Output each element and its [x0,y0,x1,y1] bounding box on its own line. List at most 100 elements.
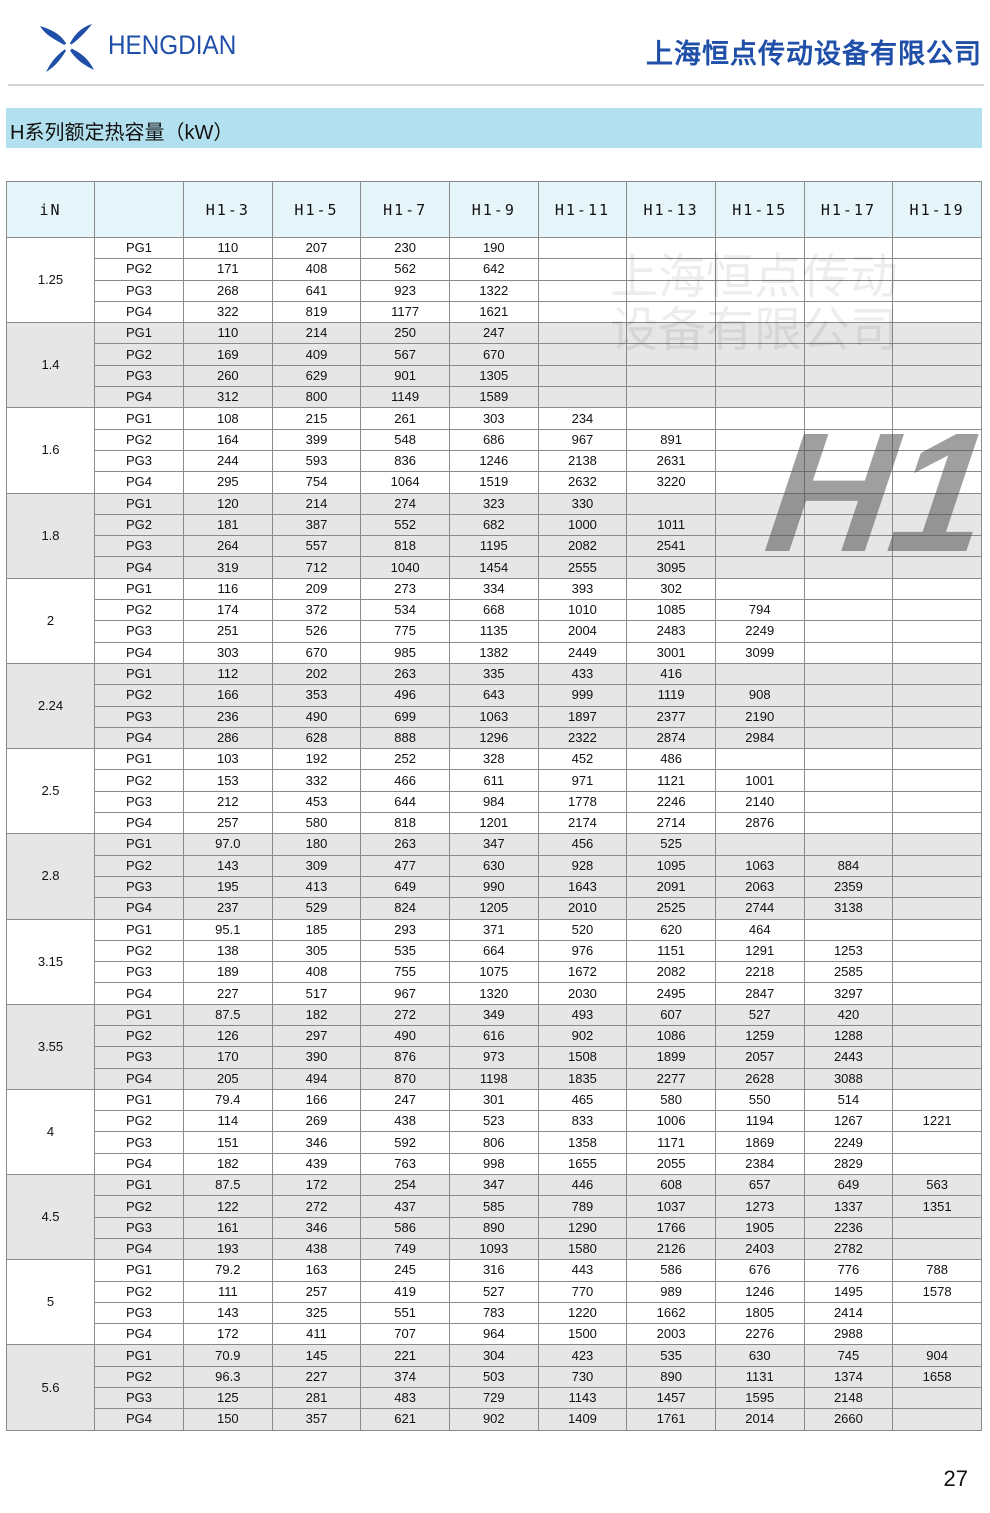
table-row: PG3 151 346 592 806 1358 1171 1869 2249 [7,1131,982,1154]
value-cell: 166 [271,1088,362,1112]
section-title-bar: H系列额定热容量（kW） [6,108,982,148]
value-cell: 125 [183,1387,273,1410]
value-cell: 580 [271,812,362,835]
table-row: 2.8 PG1 97.0 180 263 347 456 525 [6,833,982,920]
value-cell: 2874 [626,726,716,750]
value-cell [892,258,982,281]
value-cell: 608 [626,1174,716,1197]
value-cell: 1006 [626,1110,716,1133]
column-header: H1-13 [626,181,716,238]
value-cell [892,1323,982,1346]
value-cell: 2414 [803,1301,894,1325]
value-cell: 494 [271,1067,362,1090]
value-cell: 630 [714,1344,805,1367]
value-cell: 390 [271,1046,362,1069]
value-cell: 192 [271,748,362,771]
value-cell [892,1024,982,1048]
value-cell: 108 [183,407,273,430]
value-cell: 1177 [360,300,450,324]
value-cell: 1095 [626,854,716,877]
value-cell [803,684,894,707]
value-cell [803,279,894,302]
value-cell: 2003 [626,1323,716,1346]
value-cell: 413 [271,875,362,899]
value-cell: 493 [537,1003,628,1026]
value-cell: 621 [360,1408,450,1431]
pg-label-cell: PG4 [94,1237,184,1261]
pg-label-cell: PG1 [94,918,184,941]
column-header: H1-15 [714,181,805,238]
value-cell: 884 [803,854,894,877]
value-cell: 408 [271,258,362,281]
value-cell: 263 [360,662,450,686]
table-row: PG2 126 297 490 616 902 1086 1259 1288 [7,1024,982,1048]
value-cell: 806 [448,1131,539,1154]
value-cell: 1580 [537,1237,628,1261]
value-cell: 446 [537,1174,628,1197]
value-cell [714,535,805,558]
table-row: PG4 205 494 870 1198 1835 2277 2628 3088 [7,1067,982,1090]
value-cell: 1454 [448,556,539,579]
value-cell: 2714 [626,812,716,835]
value-cell: 890 [448,1216,539,1239]
value-cell [714,343,805,366]
value-cell: 303 [183,641,273,664]
value-cell: 2632 [537,471,628,494]
value-cell: 126 [183,1024,273,1048]
table-row: PG2 96.3 227 374 503 730 890 1131 1374 1658 [7,1365,982,1389]
value-cell [892,961,982,984]
value-cell: 967 [360,982,450,1005]
pg-label-cell: PG4 [94,471,184,494]
table-row: PG3 244 593 836 1246 2138 2631 [7,449,982,473]
value-cell: 1075 [448,961,539,984]
pg-label-cell: PG2 [94,1280,184,1303]
section-title: H系列额定热容量（kW） [10,122,234,144]
value-cell: 998 [448,1152,539,1176]
value-cell: 346 [271,1216,362,1239]
value-cell: 682 [448,513,539,537]
pg-label-cell: PG3 [94,1301,184,1325]
value-cell: 670 [271,641,362,664]
value-cell: 207 [271,236,362,260]
table-row: PG4 312 800 1149 1589 [7,386,982,409]
ratio-cell: 2.5 [6,748,95,835]
value-cell: 1761 [626,1408,716,1431]
column-header: H1-7 [360,181,450,238]
value-cell: 2057 [714,1046,805,1069]
pg-label-cell: PG4 [94,812,184,835]
value-cell: 87.5 [183,1003,273,1026]
value-cell: 419 [360,1280,450,1303]
value-cell: 1374 [803,1365,894,1389]
ratio-cell: 1.6 [6,407,95,494]
value-cell: 2443 [803,1046,894,1069]
value-cell: 1135 [448,620,539,643]
value-cell [626,236,716,260]
ratio-cell: 2.8 [6,833,95,920]
value-cell: 393 [537,577,628,601]
ratio-cell: 4.5 [6,1174,95,1261]
value-cell: 1198 [448,1067,539,1090]
value-cell: 789 [537,1195,628,1218]
value-cell: 1010 [537,599,628,622]
value-cell [892,513,982,537]
value-cell: 334 [448,577,539,601]
value-cell: 1273 [714,1195,805,1218]
value-cell [892,471,982,494]
value-cell: 372 [271,599,362,622]
value-cell: 236 [183,705,273,728]
value-cell: 902 [448,1408,539,1431]
table-row: PG4 286 628 888 1296 2322 2874 2984 [7,726,982,750]
value-cell: 2555 [537,556,628,579]
value-cell: 110 [183,322,273,345]
value-cell: 103 [183,748,273,771]
value-cell [892,535,982,558]
value-cell: 261 [360,407,450,430]
value-cell: 205 [183,1067,273,1090]
value-cell: 928 [537,854,628,877]
value-cell: 79.4 [183,1088,273,1112]
pg-label-cell: PG3 [94,875,184,899]
table-row: 1.6 PG1 108 215 261 303 234 [6,407,982,494]
value-cell: 818 [360,535,450,558]
value-cell [892,1301,982,1325]
value-cell: 586 [360,1216,450,1239]
